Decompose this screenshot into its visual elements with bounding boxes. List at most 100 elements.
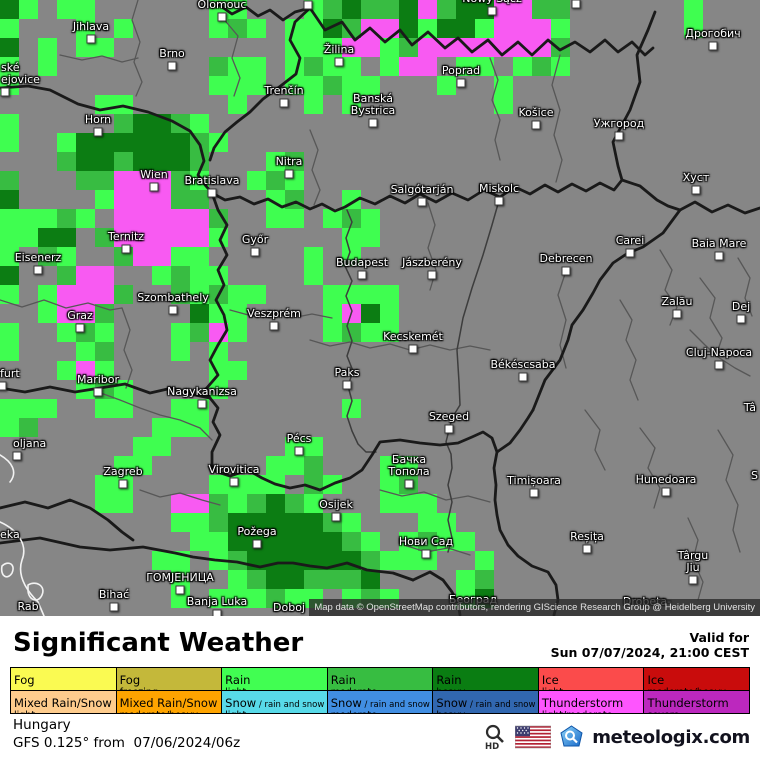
precip-cell	[95, 399, 114, 418]
city-label: Požega	[237, 525, 277, 538]
precip-cell	[76, 19, 95, 38]
precip-cell	[114, 209, 133, 228]
city-marker	[456, 78, 466, 88]
precip-cell	[133, 247, 152, 266]
legend-row: Mixed Rain/SnowlightMixed Rain/Snowmoder…	[11, 690, 750, 713]
legend: FogFogfreezingRainlightRainmoderateRainh…	[10, 667, 750, 714]
city-label: Nitra	[275, 155, 303, 168]
city-marker	[714, 251, 724, 261]
us-flag-icon[interactable]	[515, 725, 552, 749]
brand-logo-icon[interactable]	[559, 724, 584, 750]
city-label: Banská Bystrica	[350, 92, 396, 117]
city-label: Reșița	[570, 530, 604, 543]
precip-cell	[228, 57, 247, 76]
city-label: ské ejovice	[1, 61, 40, 86]
precip-cell	[266, 589, 285, 608]
precip-cell	[76, 133, 95, 152]
precip-cell	[285, 456, 304, 475]
precip-cell	[0, 171, 19, 190]
model-run: GFS 0.125° from 07/06/2024/06z	[13, 735, 241, 751]
precip-cell	[361, 323, 380, 342]
precip-cell	[342, 532, 361, 551]
precip-cell	[0, 399, 19, 418]
precip-cell	[95, 323, 114, 342]
precip-cell	[171, 342, 190, 361]
precip-cell	[171, 570, 190, 589]
precip-cell	[304, 57, 323, 76]
precip-cell	[437, 513, 456, 532]
precip-cell	[228, 532, 247, 551]
precip-cell	[266, 209, 285, 228]
precip-cell	[456, 532, 475, 551]
precip-cell	[209, 209, 228, 228]
precip-cell	[304, 266, 323, 285]
legend-item: Snow / rain and snowlight	[221, 691, 327, 713]
precip-cell	[361, 285, 380, 304]
precip-cell	[95, 228, 114, 247]
city-label: Târgu Jiu	[677, 549, 709, 574]
city-label: Nagykanizsa	[167, 385, 237, 398]
precip-cell	[323, 323, 342, 342]
precip-cell	[342, 513, 361, 532]
precip-cell	[304, 494, 323, 513]
precip-cell	[95, 285, 114, 304]
precip-cell	[209, 342, 228, 361]
city-label: Bratislava	[184, 174, 240, 187]
precip-cell	[114, 152, 133, 171]
precip-cell	[190, 190, 209, 209]
precip-cell	[38, 247, 57, 266]
hd-zoom-icon[interactable]: HD	[483, 724, 507, 750]
precip-cell	[532, 0, 551, 19]
city-marker	[217, 12, 227, 22]
city-label: Дрогобич	[685, 27, 741, 40]
valid-label: Valid for	[689, 630, 750, 645]
precip-cell	[152, 209, 171, 228]
city-marker	[93, 127, 103, 137]
precip-cell	[133, 228, 152, 247]
precip-cell	[494, 95, 513, 114]
precip-cell	[0, 0, 19, 19]
precip-cell	[57, 285, 76, 304]
precip-cell	[133, 152, 152, 171]
precip-cell	[228, 513, 247, 532]
precip-cell	[171, 323, 190, 342]
precip-cell	[57, 247, 76, 266]
precip-cell	[38, 38, 57, 57]
map-attribution[interactable]: Map data © OpenStreetMap contributors, r…	[309, 599, 760, 616]
city-marker	[518, 372, 528, 382]
brand-name[interactable]: meteologix.com	[592, 726, 750, 748]
precip-cell	[304, 437, 323, 456]
city-marker	[252, 539, 262, 549]
precip-cell	[95, 342, 114, 361]
city-marker	[93, 387, 103, 397]
city-label: Veszprém	[247, 307, 301, 320]
precip-cell	[95, 304, 114, 323]
precip-cell	[532, 19, 551, 38]
precip-cell	[418, 494, 437, 513]
city-label: Wien	[140, 168, 168, 181]
precip-cell	[133, 171, 152, 190]
weather-map[interactable]: Olomouc Jihlava Brno Žilina Trenčín ské ejovic…	[0, 0, 760, 616]
precip-cell	[114, 171, 133, 190]
precip-cell	[76, 342, 95, 361]
precip-cell	[76, 285, 95, 304]
city-marker	[417, 197, 427, 207]
precip-cell	[209, 513, 228, 532]
city-label: Žilina	[323, 43, 355, 56]
precip-cell	[19, 209, 38, 228]
city-marker	[167, 61, 177, 71]
city-label: Trenčín	[264, 84, 304, 97]
valid-value: Sun 07/07/2024, 21:00 CEST	[550, 645, 749, 660]
city-marker	[229, 477, 239, 487]
precip-cell	[76, 152, 95, 171]
city-label: Košice	[518, 106, 554, 119]
precip-cell	[399, 494, 418, 513]
precip-cell	[380, 57, 399, 76]
precip-cell	[323, 0, 342, 19]
city-label: S	[751, 469, 758, 482]
precip-cell	[57, 323, 76, 342]
legend-row: FogFogfreezingRainlightRainmoderateRainh…	[11, 668, 750, 690]
precip-cell	[152, 418, 171, 437]
city-label: Paks	[334, 366, 360, 379]
city-label: Hunedoara	[635, 473, 697, 486]
